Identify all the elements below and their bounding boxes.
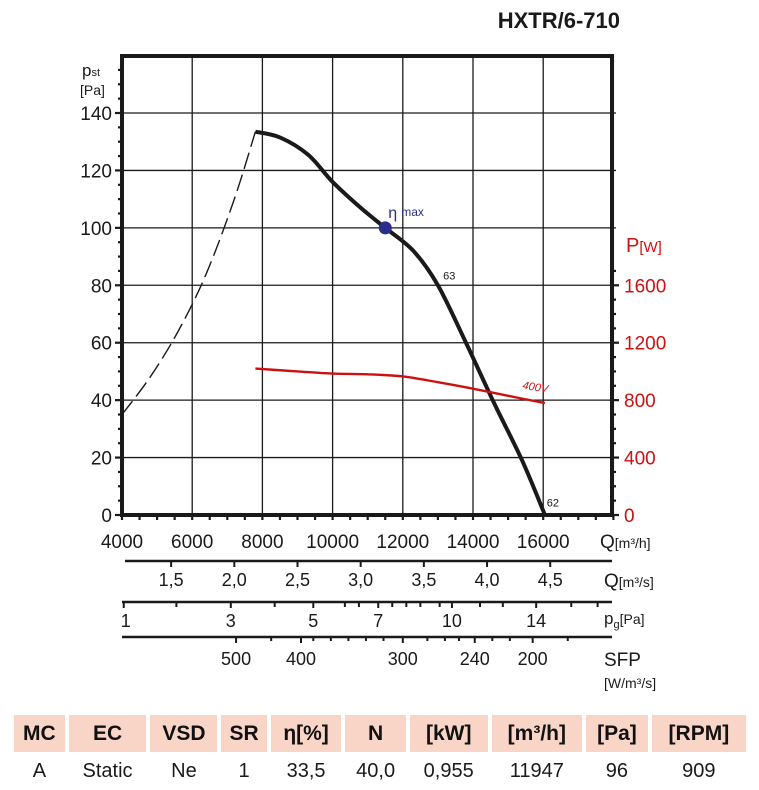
y-tick-label: 40 <box>91 391 112 412</box>
header-ec: EC <box>68 715 147 752</box>
x-axis-label: Q[m³/h] <box>600 532 651 553</box>
q-m3s-tick-label: 1,5 <box>159 570 184 590</box>
q-m3s-axis-unit: [m³/s] <box>619 574 654 590</box>
cell-kw: 0,955 <box>423 759 474 782</box>
sfp-axis-label: SFP <box>604 650 641 671</box>
cell-vsd: Ne <box>171 759 197 782</box>
y2-tick-label: 1200 <box>624 334 666 355</box>
header-kw: [kW] <box>409 715 488 752</box>
sfp-axis-unit: [W/m³/s] <box>604 675 656 691</box>
y-tick-label: 0 <box>101 506 112 527</box>
pg-tick-label: 5 <box>308 611 318 631</box>
x-tick-label: 10000 <box>306 532 359 553</box>
sfp-tick-label: 240 <box>460 649 490 669</box>
pg-axis-unit: [Pa] <box>620 611 645 627</box>
q-m3s-axis-label: Q[m³/s] <box>604 571 654 592</box>
q-m3s-tick-label: 4,0 <box>475 570 500 590</box>
spec-table-header-row: MC EC VSD SR η[%] N [kW] [m³/h] [Pa] [RP… <box>14 715 746 752</box>
q-m3s-tick-label: 4,5 <box>538 570 563 590</box>
curve-label: 400V <box>522 380 551 396</box>
cell-eta: 33,5 <box>286 759 326 782</box>
curve-label: 62 <box>547 497 559 509</box>
y2-tick-label: 0 <box>624 506 635 527</box>
eta-max-sub-label: max <box>401 205 424 219</box>
y-tick-label: 20 <box>91 449 112 470</box>
q-m3s-tick-label: 3,5 <box>411 570 436 590</box>
header-eta: η[%] <box>270 715 342 752</box>
series-pressure-curve <box>254 129 547 516</box>
y-tick-label: 100 <box>80 219 112 240</box>
y-tick-label: 120 <box>80 161 112 182</box>
header-rpm: [RPM] <box>651 715 746 752</box>
header-vsd: VSD <box>150 715 218 752</box>
y-axis-label-sub: st <box>91 67 100 79</box>
y2-axis-unit: [W] <box>639 239 662 256</box>
x-tick-label: 8000 <box>241 532 283 553</box>
y-tick-label: 140 <box>80 104 112 125</box>
sfp-tick-label: 300 <box>388 649 418 669</box>
header-n: N <box>345 715 406 752</box>
spec-table-row: A Static Ne 1 33,5 40,0 0,955 11947 96 9… <box>14 752 746 790</box>
cell-flow: 11947 <box>509 759 564 782</box>
y2-tick-label: 400 <box>624 449 656 470</box>
y-axis-label: pst <box>82 61 100 80</box>
pg-tick-label: 7 <box>373 611 383 631</box>
curve-label: 63 <box>443 271 455 283</box>
x-tick-label: 6000 <box>171 532 213 553</box>
cell-mc: A <box>32 759 47 782</box>
header-pa: [Pa] <box>586 715 648 752</box>
q-m3s-tick-label: 2,5 <box>285 570 310 590</box>
cell-rpm: 909 <box>682 759 716 782</box>
y2-axis-label: P[W] <box>626 235 662 257</box>
x-tick-label: 16000 <box>517 532 570 553</box>
eta-max-label: η <box>388 205 397 222</box>
cell-pa: 96 <box>605 759 629 782</box>
pg-axis-sub: g <box>613 619 619 631</box>
series-400V <box>255 367 546 405</box>
x-tick-label: 14000 <box>447 532 500 553</box>
y-tick-label: 80 <box>91 276 112 297</box>
sfp-tick-label: 400 <box>286 649 316 669</box>
y2-tick-label: 1600 <box>624 276 666 297</box>
cell-n: 40,0 <box>356 759 396 782</box>
series-stall-line <box>121 131 257 415</box>
pg-tick-label: 10 <box>442 611 462 631</box>
pg-axis-label: pg[Pa] <box>604 609 645 631</box>
y2-tick-label: 800 <box>624 391 656 412</box>
x-axis-unit: [m³/h] <box>615 535 651 551</box>
spec-table: MC EC VSD SR η[%] N [kW] [m³/h] [Pa] [RP… <box>10 715 750 790</box>
pg-tick-label: 14 <box>526 611 546 631</box>
sfp-tick-label: 200 <box>518 649 548 669</box>
eta-max-marker <box>378 221 392 235</box>
cell-sr: 1 <box>238 759 250 782</box>
pg-tick-label: 1 <box>121 611 131 631</box>
y-tick-label: 60 <box>91 334 112 355</box>
x-tick-label: 4000 <box>101 532 143 553</box>
pg-tick-label: 3 <box>226 611 236 631</box>
y-axis-unit: [Pa] <box>80 82 105 98</box>
x-tick-label: 12000 <box>376 532 429 553</box>
sfp-tick-label: 500 <box>221 649 251 669</box>
header-flow: [m³/h] <box>491 715 583 752</box>
header-sr: SR <box>221 715 267 752</box>
chart-title: HXTR/6-710 <box>497 8 620 33</box>
header-mc: MC <box>14 715 65 752</box>
q-m3s-tick-label: 2,0 <box>222 570 247 590</box>
q-m3s-tick-label: 3,0 <box>348 570 373 590</box>
cell-ec: Static <box>82 759 133 782</box>
